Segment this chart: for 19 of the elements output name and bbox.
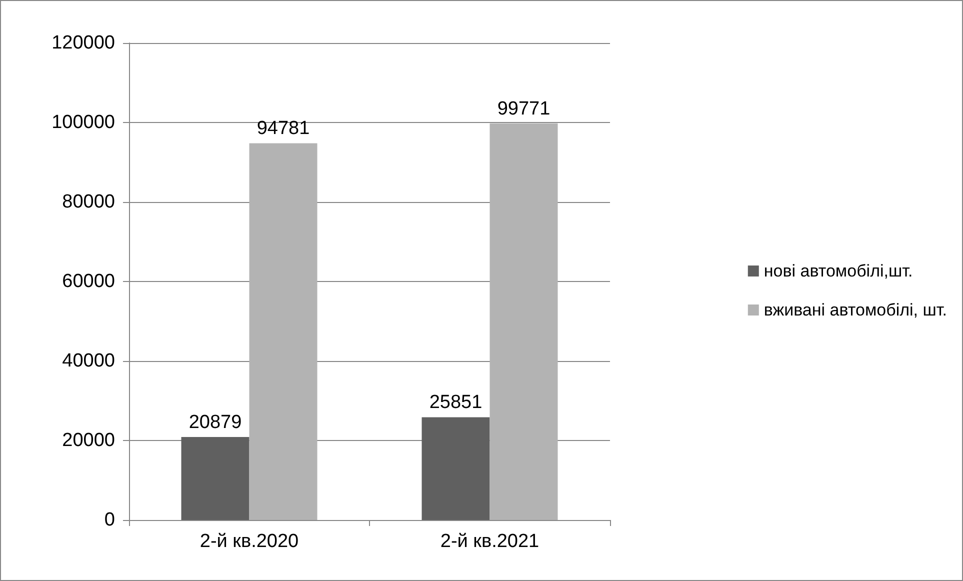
data-label: 25851 — [429, 392, 482, 414]
x-tick-label: 2-й кв.2021 — [440, 531, 540, 552]
legend-label: нові автомобілі,шт. — [764, 262, 913, 280]
bar — [249, 143, 318, 520]
y-tick-label: 100000 — [52, 112, 115, 133]
y-tick-label: 120000 — [52, 32, 115, 54]
data-label: 94781 — [256, 118, 310, 140]
y-tick-label: 0 — [104, 510, 115, 530]
bar — [490, 123, 558, 520]
bar — [422, 417, 490, 520]
data-label: 99771 — [497, 98, 550, 120]
data-label: 20879 — [188, 412, 242, 434]
bar — [181, 437, 250, 520]
y-tick-label: 80000 — [62, 192, 115, 212]
legend-label: вживані автомобілі, шт. — [764, 300, 948, 320]
y-tick-label: 60000 — [62, 271, 115, 292]
y-tick-label: 20000 — [62, 430, 115, 451]
y-tick-label: 40000 — [62, 350, 115, 372]
x-tick-label: 2-й кв.2020 — [200, 531, 299, 552]
